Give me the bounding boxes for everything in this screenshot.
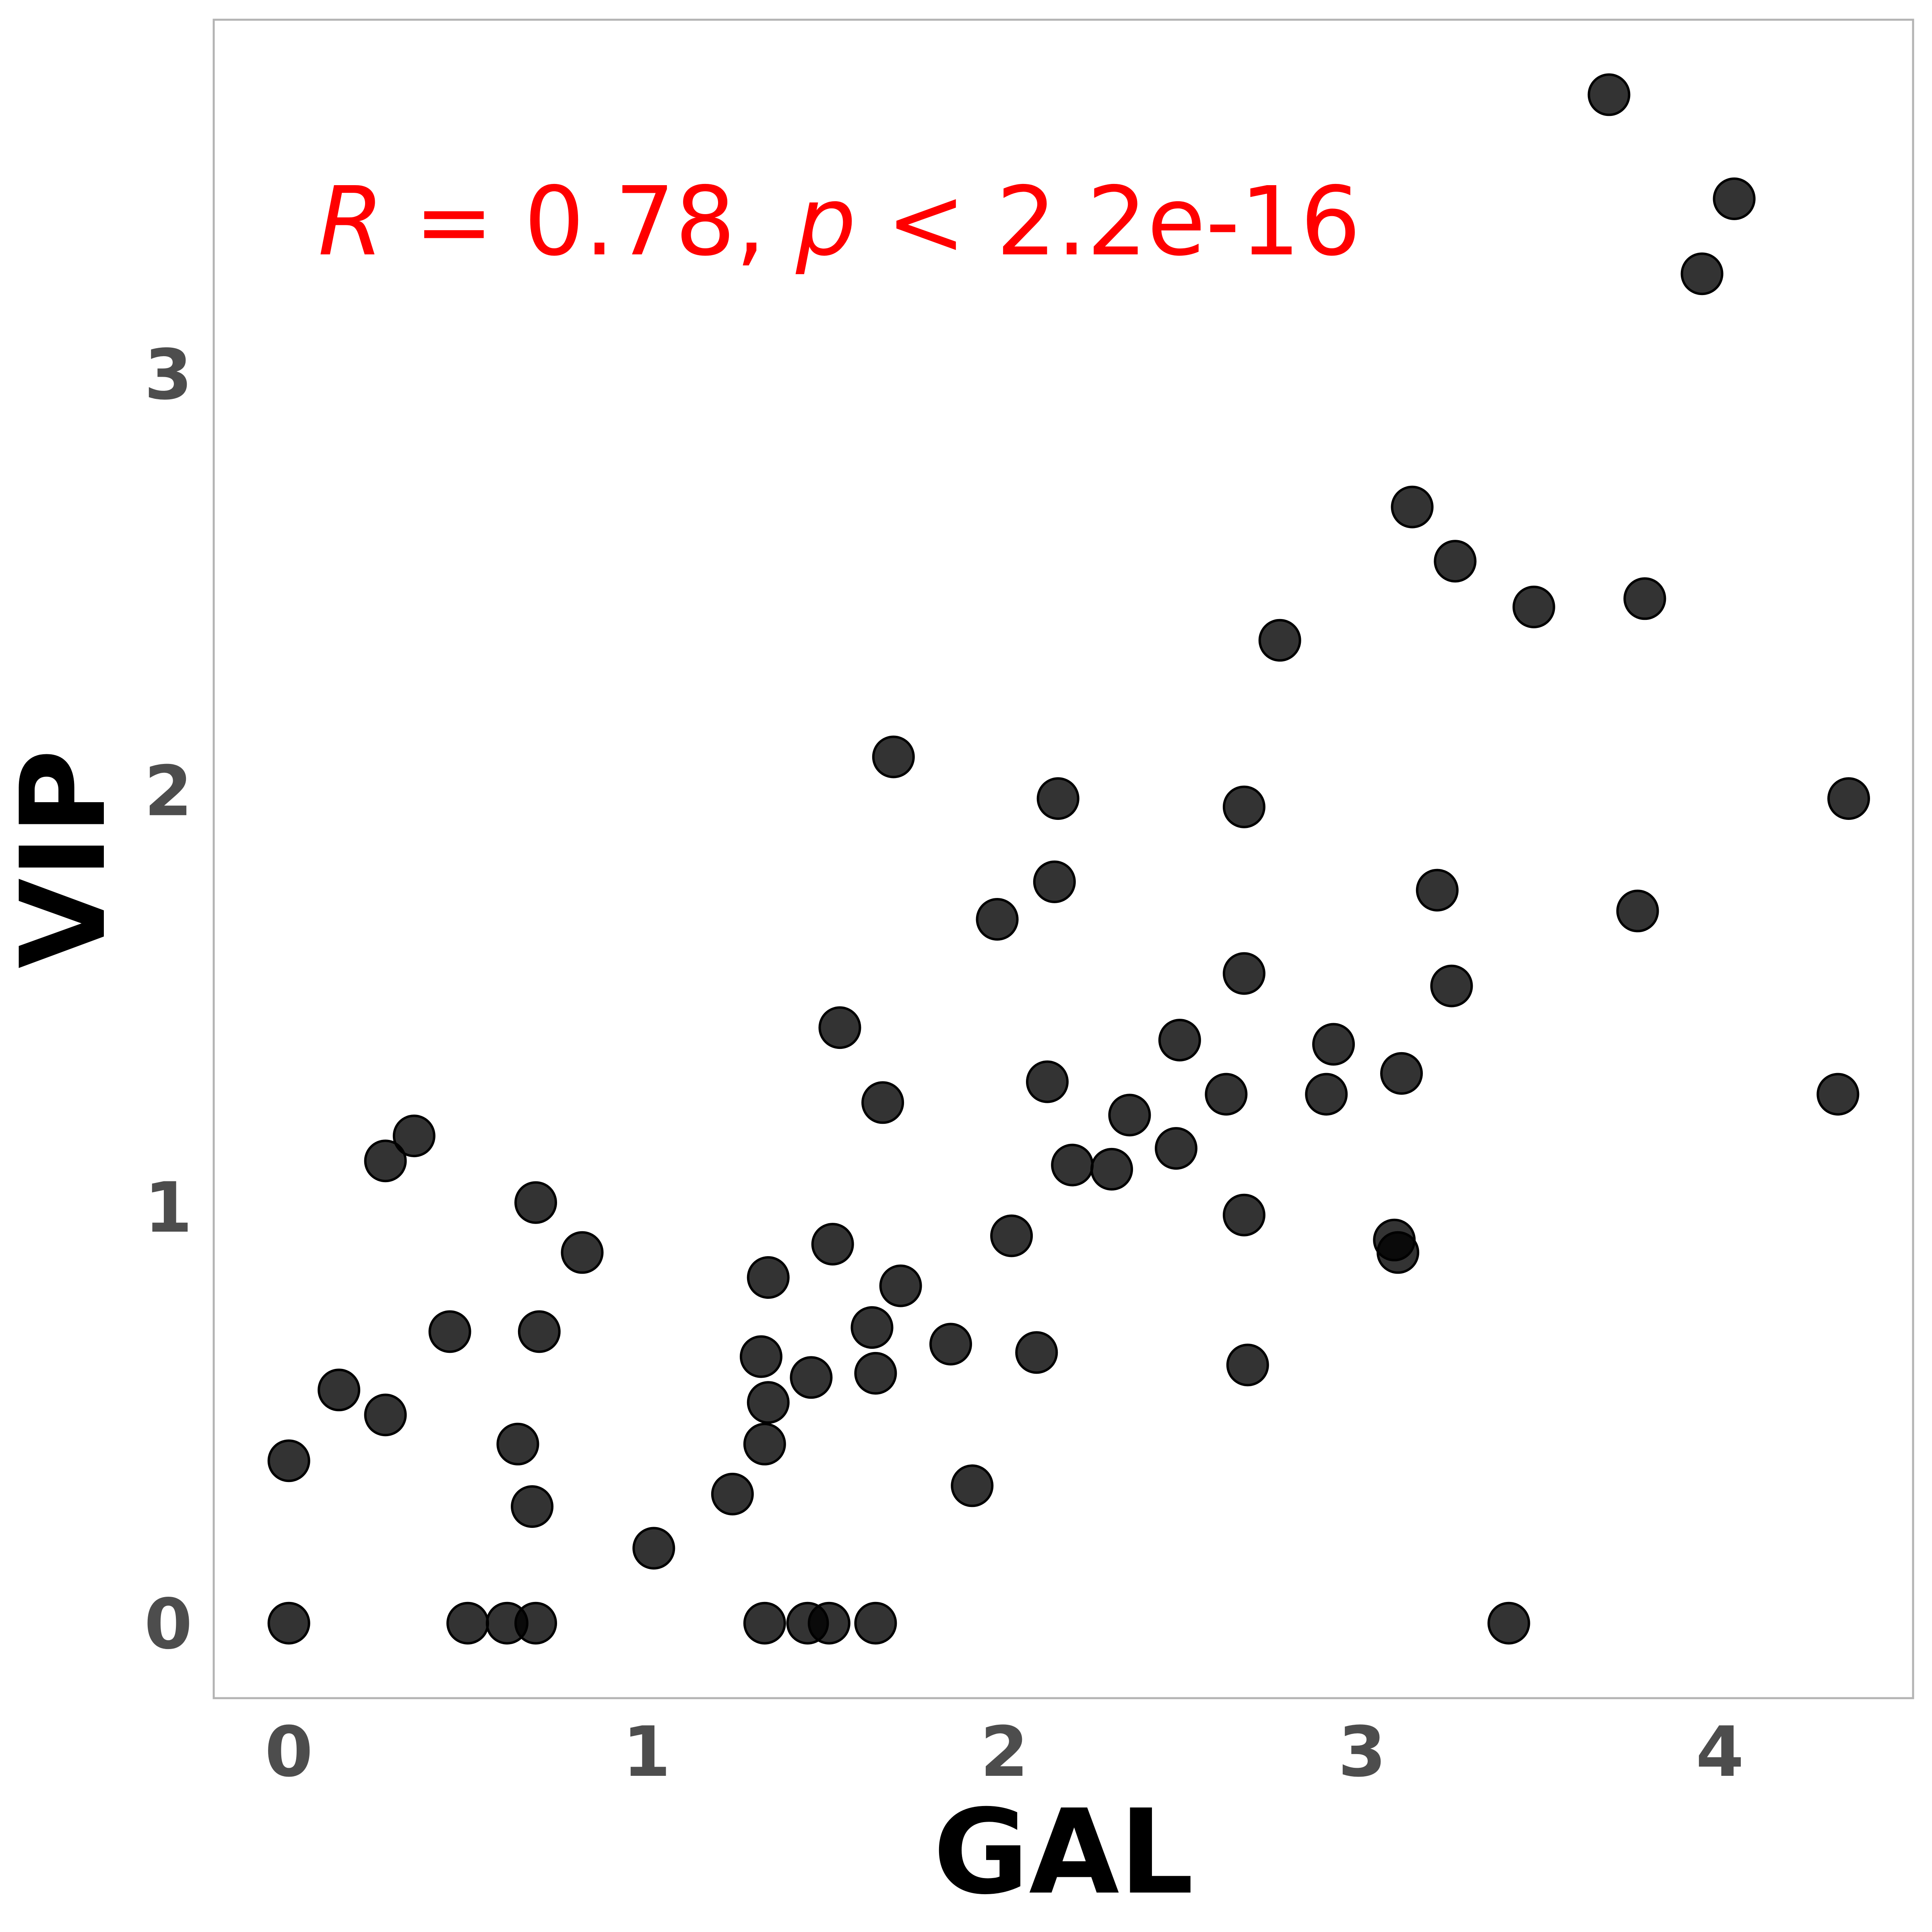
- data-point-8: [872, 735, 915, 778]
- data-point-50: [1226, 1344, 1269, 1387]
- data-point-6: [1623, 577, 1666, 620]
- data-point-51: [318, 1368, 361, 1412]
- data-point-13: [1416, 869, 1459, 912]
- x-tick-label-3: 3: [1338, 1711, 1386, 1792]
- y-axis-title: VIP: [0, 749, 132, 969]
- data-point-58: [711, 1473, 754, 1515]
- data-point-55: [743, 1422, 786, 1466]
- y-tick-label-1: 1: [144, 1167, 192, 1248]
- x-tick-label-4: 4: [1696, 1711, 1744, 1792]
- plot-panel: [213, 19, 1914, 1699]
- data-point-69: [1487, 1602, 1530, 1645]
- data-point-41: [879, 1264, 922, 1307]
- data-point-10: [1222, 785, 1265, 828]
- data-point-33: [514, 1181, 557, 1224]
- data-point-68: [854, 1602, 897, 1645]
- data-point-56: [267, 1439, 310, 1482]
- data-point-62: [446, 1602, 489, 1645]
- data-points: [267, 73, 1870, 1645]
- data-point-25: [1816, 1073, 1860, 1116]
- r-value: = 0.78,: [384, 166, 796, 277]
- data-point-39: [811, 1223, 854, 1266]
- data-point-52: [364, 1393, 407, 1437]
- data-point-18: [818, 1006, 861, 1049]
- x-axis-ticks: 0 1 2 3 4: [265, 1711, 1744, 1792]
- data-point-42: [428, 1310, 471, 1353]
- correlation-annotation: R = 0.78, p < 2.2e-16: [318, 166, 1361, 277]
- data-point-59: [951, 1464, 994, 1507]
- y-tick-label-2: 2: [144, 751, 192, 832]
- data-point-34: [1222, 1193, 1265, 1236]
- data-point-38: [561, 1231, 604, 1274]
- y-tick-label-0: 0: [144, 1584, 192, 1665]
- data-point-23: [1205, 1073, 1248, 1116]
- data-point-19: [1158, 1019, 1201, 1062]
- data-point-29: [364, 1139, 407, 1183]
- data-point-47: [739, 1335, 782, 1378]
- data-point-16: [1222, 952, 1265, 995]
- data-point-21: [1026, 1060, 1069, 1103]
- data-point-1: [1713, 177, 1756, 220]
- data-point-30: [1155, 1127, 1197, 1170]
- data-point-22: [1380, 1052, 1423, 1095]
- data-point-15: [1616, 890, 1659, 933]
- data-point-31: [1051, 1144, 1094, 1187]
- data-point-0: [1587, 73, 1631, 116]
- data-point-61: [267, 1602, 310, 1645]
- data-point-54: [496, 1422, 539, 1466]
- x-tick-label-0: 0: [265, 1711, 313, 1792]
- data-point-46: [1015, 1331, 1058, 1374]
- data-point-7: [1258, 619, 1301, 662]
- data-point-60: [632, 1527, 675, 1570]
- data-point-26: [861, 1081, 904, 1124]
- data-point-5: [1512, 586, 1555, 628]
- data-point-53: [747, 1381, 790, 1424]
- p-value: < 2.2e-16: [856, 166, 1361, 277]
- data-point-17: [1430, 964, 1473, 1007]
- data-point-48: [790, 1356, 833, 1399]
- data-point-57: [511, 1485, 554, 1528]
- data-point-24: [1305, 1073, 1348, 1116]
- data-point-45: [929, 1323, 972, 1366]
- data-point-12: [1033, 860, 1076, 903]
- r-symbol: R: [318, 166, 384, 277]
- data-point-32: [1090, 1148, 1133, 1191]
- data-point-9: [1036, 777, 1080, 820]
- data-point-64: [514, 1602, 557, 1645]
- data-point-44: [850, 1306, 894, 1349]
- data-point-4: [1434, 540, 1477, 583]
- data-point-43: [518, 1310, 561, 1353]
- data-point-40: [747, 1256, 790, 1299]
- x-tick-label-2: 2: [980, 1711, 1028, 1792]
- data-point-28: [392, 1115, 436, 1158]
- data-point-37: [1377, 1231, 1420, 1274]
- y-axis-ticks: 0 1 2 3: [144, 334, 192, 1665]
- data-point-49: [854, 1352, 897, 1395]
- data-point-3: [1391, 485, 1434, 528]
- x-tick-label-1: 1: [623, 1711, 671, 1792]
- x-axis-title: GAL: [933, 1785, 1193, 1920]
- data-point-35: [990, 1214, 1033, 1257]
- data-point-2: [1680, 252, 1724, 295]
- data-point-14: [976, 898, 1019, 941]
- p-symbol: p: [795, 166, 856, 277]
- data-point-20: [1312, 1023, 1355, 1066]
- y-tick-label-3: 3: [144, 334, 192, 415]
- data-point-11: [1827, 777, 1870, 820]
- data-point-65: [743, 1602, 786, 1645]
- data-point-27: [1108, 1094, 1151, 1137]
- data-point-67: [807, 1602, 850, 1645]
